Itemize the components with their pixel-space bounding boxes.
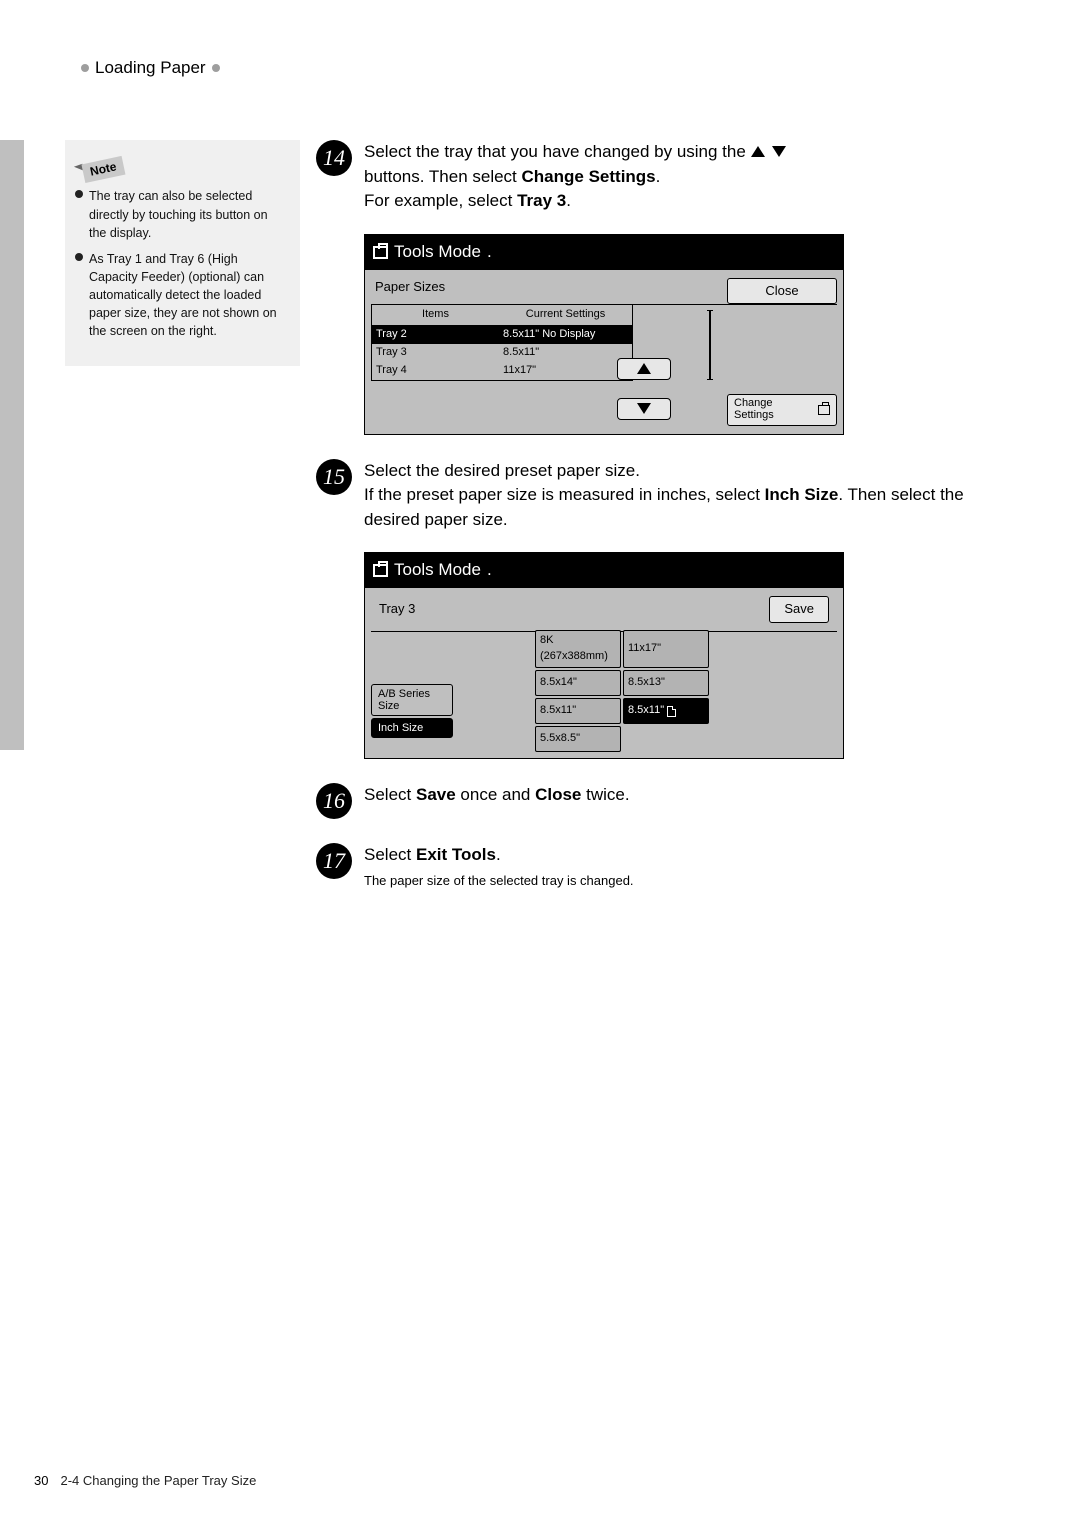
size-option[interactable]: 8.5x11"	[535, 698, 621, 724]
size-option[interactable]: 8.5x13"	[623, 670, 709, 696]
size-option[interactable]: 11x17"	[623, 630, 709, 668]
size-option-selected[interactable]: 8.5x11"	[623, 698, 709, 724]
panel-subtitle: Paper Sizes	[375, 278, 445, 297]
table-header: Items	[372, 305, 499, 325]
page-footer: 30 2-4 Changing the Paper Tray Size	[34, 1473, 256, 1488]
dot-icon: .	[487, 558, 492, 583]
scroll-up-button[interactable]	[617, 358, 671, 380]
bullet-icon	[75, 253, 83, 261]
down-triangle-icon	[637, 403, 651, 414]
running-header: Loading Paper	[81, 58, 220, 78]
page-icon	[667, 706, 676, 717]
step-text: Select the desired preset paper size.	[364, 459, 1020, 484]
note-item-text: As Tray 1 and Tray 6 (High Capacity Feed…	[89, 250, 288, 341]
page-number: 30	[34, 1473, 48, 1488]
step-bold: Inch Size	[765, 485, 839, 504]
panel-tray-label: Tray 3	[379, 600, 415, 619]
size-option[interactable]: 8K (267x388mm)	[535, 630, 621, 668]
close-button[interactable]: Close	[727, 278, 837, 305]
up-triangle-icon	[751, 146, 765, 157]
save-button[interactable]: Save	[769, 596, 829, 623]
step-bold: Close	[535, 785, 581, 804]
step-bold: Exit Tools	[416, 845, 496, 864]
step-bold: Change Settings	[522, 167, 656, 186]
tools-mode-panel-2: Tools Mode. Tray 3 Save A/B Series Size …	[364, 552, 844, 759]
table-row[interactable]: Tray 38.5x11"	[372, 344, 632, 362]
step-text: twice.	[581, 785, 629, 804]
scroll-down-button[interactable]	[617, 398, 671, 420]
step-text: .	[566, 191, 571, 210]
section-tab	[0, 140, 24, 750]
size-option[interactable]: 8.5x14"	[535, 670, 621, 696]
step-bold: Tray 3	[517, 191, 566, 210]
step-text: once and	[456, 785, 535, 804]
step-15: 15 Select the desired preset paper size.…	[316, 459, 1020, 760]
toolbox-icon	[373, 246, 388, 259]
step-text: .	[656, 167, 661, 186]
step-number-badge: 17	[316, 843, 352, 879]
size-option[interactable]: 5.5x8.5"	[535, 726, 621, 752]
up-triangle-icon	[637, 363, 651, 374]
step-14: 14 Select the tray that you have changed…	[316, 140, 1020, 435]
panel-title: Tools Mode	[394, 240, 481, 265]
table-row[interactable]: Tray 28.5x11" No Display	[372, 326, 632, 344]
step-number-badge: 15	[316, 459, 352, 495]
step-text: Select the tray that you have changed by…	[364, 142, 751, 161]
bullet-icon	[81, 64, 89, 72]
running-header-text: Loading Paper	[95, 58, 206, 78]
down-triangle-icon	[772, 146, 786, 157]
paper-sizes-table: ItemsCurrent Settings Tray 28.5x11" No D…	[371, 305, 633, 381]
change-settings-button[interactable]: Change Settings	[727, 394, 837, 425]
toolbox-icon	[373, 564, 388, 577]
inch-size-tab[interactable]: Inch Size	[371, 718, 453, 738]
bullet-icon	[212, 64, 220, 72]
dot-icon: .	[487, 240, 492, 265]
scroll-track	[709, 310, 711, 380]
note-box: Note The tray can also be selected direc…	[65, 140, 300, 366]
tools-mode-panel-1: Tools Mode. Paper Sizes ItemsCurrent Set…	[364, 234, 844, 435]
panel-title: Tools Mode	[394, 558, 481, 583]
step-17: 17 Select Exit Tools. The paper size of …	[316, 843, 1020, 890]
step-text: .	[496, 845, 501, 864]
footer-section: 2-4 Changing the Paper Tray Size	[60, 1473, 256, 1488]
note-item-text: The tray can also be selected directly b…	[89, 187, 288, 241]
step-bold: Save	[416, 785, 456, 804]
table-header: Current Settings	[499, 305, 632, 325]
step-text: Select	[364, 845, 416, 864]
step-text: If the preset paper size is measured in …	[364, 485, 765, 504]
step-subtext: The paper size of the selected tray is c…	[364, 872, 1020, 891]
step-text: Select	[364, 785, 416, 804]
step-text: buttons. Then select	[364, 167, 522, 186]
table-row[interactable]: Tray 411x17"	[372, 362, 632, 380]
step-number-badge: 14	[316, 140, 352, 176]
step-text: For example, select	[364, 191, 517, 210]
settings-card-icon	[818, 405, 830, 415]
bullet-icon	[75, 190, 83, 198]
note-label: Note	[82, 156, 126, 183]
step-number-badge: 16	[316, 783, 352, 819]
step-16: 16 Select Save once and Close twice.	[316, 783, 1020, 819]
ab-series-tab[interactable]: A/B Series Size	[371, 684, 453, 716]
